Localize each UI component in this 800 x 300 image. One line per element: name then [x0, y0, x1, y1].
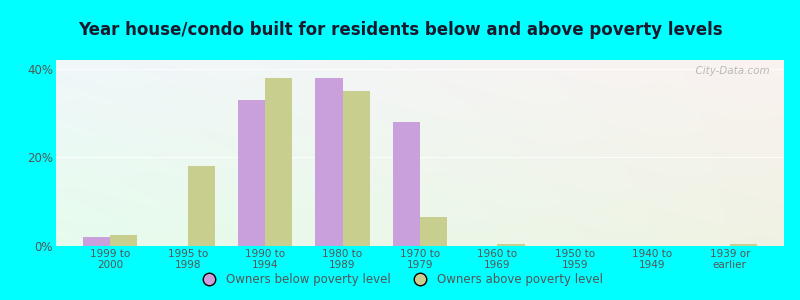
Bar [238, 100, 265, 246]
Bar [83, 237, 110, 246]
Bar [730, 244, 757, 246]
Bar [420, 217, 447, 246]
Bar [188, 166, 214, 246]
Bar [315, 78, 342, 246]
Bar [498, 244, 525, 246]
Bar [393, 122, 420, 246]
Text: City-Data.com: City-Data.com [689, 66, 770, 76]
Bar [110, 235, 138, 246]
Bar [342, 91, 370, 246]
Legend: Owners below poverty level, Owners above poverty level: Owners below poverty level, Owners above… [193, 269, 607, 291]
Bar [265, 78, 292, 246]
Text: Year house/condo built for residents below and above poverty levels: Year house/condo built for residents bel… [78, 21, 722, 39]
